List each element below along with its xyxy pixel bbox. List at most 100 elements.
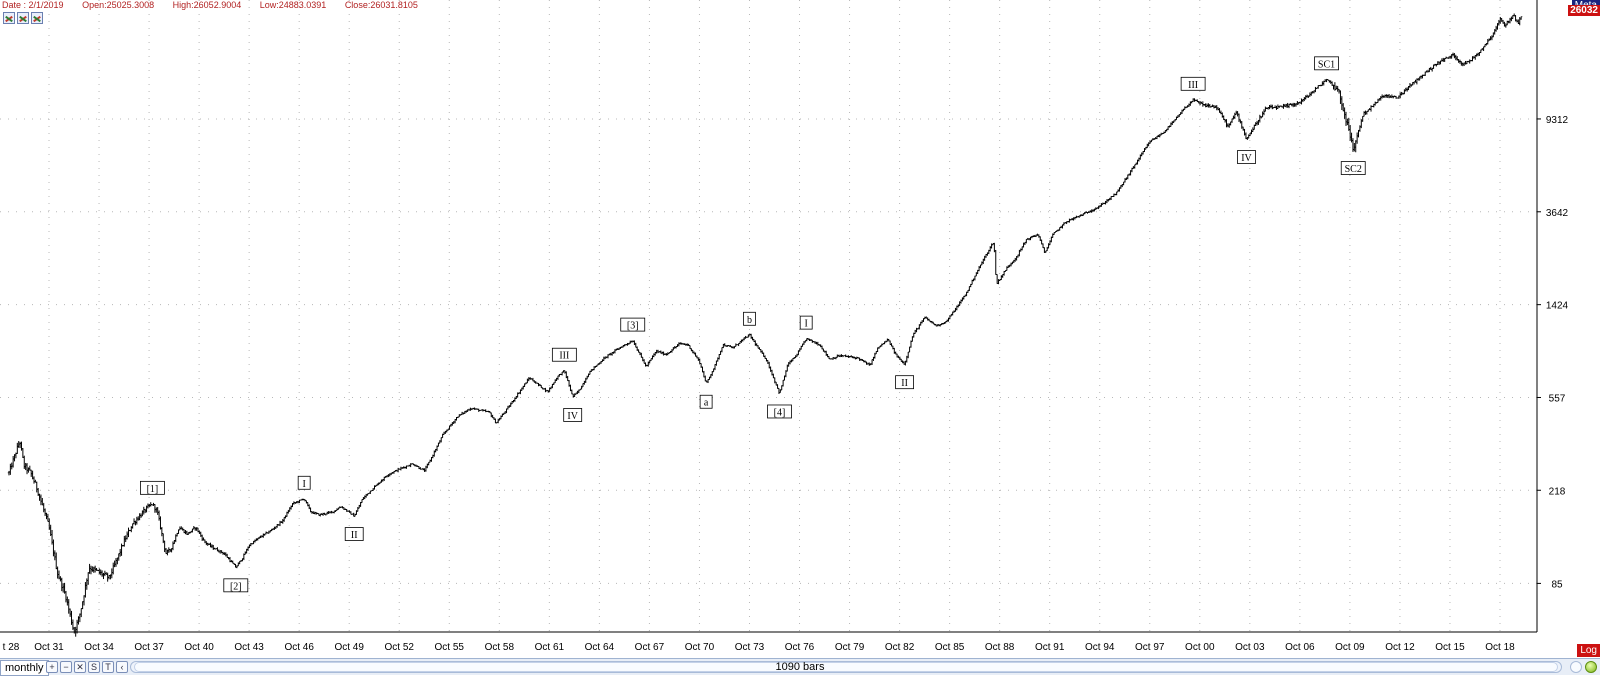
x-tick-label: Oct 85	[935, 642, 965, 653]
ohlc-info-line: Date : 2/1/2019 Open:25025.3008 High:260…	[2, 0, 434, 10]
ohlc-bar	[1029, 237, 1031, 240]
ohlc-bar	[59, 576, 61, 581]
ohlc-bar	[305, 501, 307, 504]
ohlc-bar	[1374, 102, 1376, 106]
ohlc-bar	[915, 328, 917, 332]
ohlc-bar	[143, 507, 145, 515]
x-tick-label: Oct 52	[385, 642, 415, 653]
scroll-right-icon[interactable]	[1570, 661, 1582, 673]
ohlc-bar	[1021, 247, 1023, 251]
ohlc-bar	[1241, 121, 1243, 129]
wave-label: IV	[564, 408, 582, 422]
ohlc-bar	[1409, 83, 1411, 88]
chart-tool-icon[interactable]: ✕	[74, 661, 86, 673]
ohlc-bar	[1377, 99, 1379, 103]
x-tick-label: Oct 37	[134, 642, 164, 653]
x-tick-label: Oct 12	[1385, 642, 1415, 653]
scrollbar-thumb[interactable]	[134, 662, 1558, 672]
ohlc-bar	[1000, 275, 1002, 280]
ohlc-bar	[1010, 263, 1012, 267]
x-tick-label: Oct 55	[435, 642, 465, 653]
ohlc-bar	[91, 566, 93, 571]
ohlc-bar	[350, 511, 352, 514]
period-selector[interactable]: monthly	[0, 660, 49, 676]
ohlc-bar	[1380, 96, 1382, 100]
ohlc-bar	[774, 377, 776, 383]
chart-tool-icon[interactable]	[17, 12, 29, 24]
ohlc-bar	[24, 463, 26, 470]
t-button[interactable]: T	[102, 661, 114, 673]
ohlc-bar	[907, 352, 909, 358]
x-tick-label: Oct 88	[985, 642, 1015, 653]
zoom-out-icon[interactable]: −	[60, 661, 72, 673]
ohlc-bar	[490, 413, 492, 418]
ohlc-bar	[1138, 158, 1140, 162]
ohlc-bar	[387, 474, 389, 477]
ohlc-bar	[497, 419, 499, 423]
ohlc-bar	[1456, 56, 1458, 61]
ohlc-bar	[354, 514, 356, 517]
ohlc-bar	[69, 608, 71, 616]
ohlc-bar	[989, 246, 991, 251]
ohlc-bar	[1314, 87, 1316, 92]
ohlc-bar	[1188, 104, 1190, 107]
ohlc-bar	[572, 394, 574, 398]
ohlc-bar	[1225, 119, 1227, 127]
ohlc-bar	[116, 558, 118, 565]
ohlc-bar	[995, 250, 997, 275]
ohlc-bar	[1509, 18, 1511, 23]
scroll-left-icon[interactable]: ‹	[116, 661, 128, 673]
chart-tool-icon[interactable]	[31, 12, 43, 24]
ohlc-bar	[1236, 111, 1238, 116]
ohlc-bar	[1441, 58, 1443, 61]
s-button[interactable]: S	[88, 661, 100, 673]
ohlc-bar	[996, 274, 998, 284]
ohlc-bar	[651, 355, 653, 359]
ohlc-bar	[101, 570, 103, 576]
chart-tool-icon[interactable]	[3, 12, 15, 24]
x-tick-label: Oct 79	[835, 642, 865, 653]
ohlc-bar	[119, 549, 121, 557]
x-tick-label: Oct 97	[1135, 642, 1165, 653]
ohlc-bar	[819, 344, 821, 347]
ohlc-bar	[667, 352, 669, 355]
ohlc-bar	[1229, 122, 1231, 126]
ohlc-bar	[557, 376, 559, 380]
ohlc-bar	[1257, 120, 1259, 125]
ohlc-bar	[1179, 112, 1181, 115]
ohlc-bar	[968, 286, 970, 291]
ohlc-bar	[626, 343, 628, 346]
zoom-in-icon[interactable]: +	[46, 661, 58, 673]
ohlc-bar	[65, 591, 67, 602]
chart-tool-icons	[3, 12, 43, 24]
ohlc-bar	[603, 357, 605, 361]
ohlc-bar	[8, 471, 10, 475]
ohlc-bar	[655, 350, 657, 354]
x-tick-label: Oct 94	[1085, 642, 1115, 653]
ohlc-bar	[43, 503, 45, 512]
ohlc-bar	[1282, 104, 1284, 109]
ohlc-bar	[754, 340, 756, 346]
wave-label-text: III	[559, 351, 569, 362]
x-tick-label: Oct 06	[1285, 642, 1315, 653]
log-scale-toggle[interactable]: Log	[1577, 644, 1600, 657]
ohlc-bar	[1359, 125, 1361, 132]
x-tick-label: Oct 61	[535, 642, 565, 653]
ohlc-bar	[1505, 23, 1507, 27]
info-close: Close:26031.8105	[345, 0, 418, 10]
ohlc-bar	[494, 419, 496, 424]
ohlc-bar	[76, 620, 78, 634]
ohlc-bar	[1356, 133, 1358, 144]
ohlc-bar	[1097, 206, 1099, 209]
ohlc-bar	[566, 376, 568, 381]
ohlc-bar	[671, 349, 673, 353]
ohlc-bar	[131, 523, 133, 528]
ohlc-bar	[1264, 107, 1266, 112]
ohlc-bar	[1400, 92, 1402, 95]
ohlc-bar	[364, 495, 366, 499]
ohlc-bar	[1469, 59, 1471, 63]
ohlc-bar	[1246, 137, 1248, 140]
ohlc-bar	[1020, 249, 1022, 252]
